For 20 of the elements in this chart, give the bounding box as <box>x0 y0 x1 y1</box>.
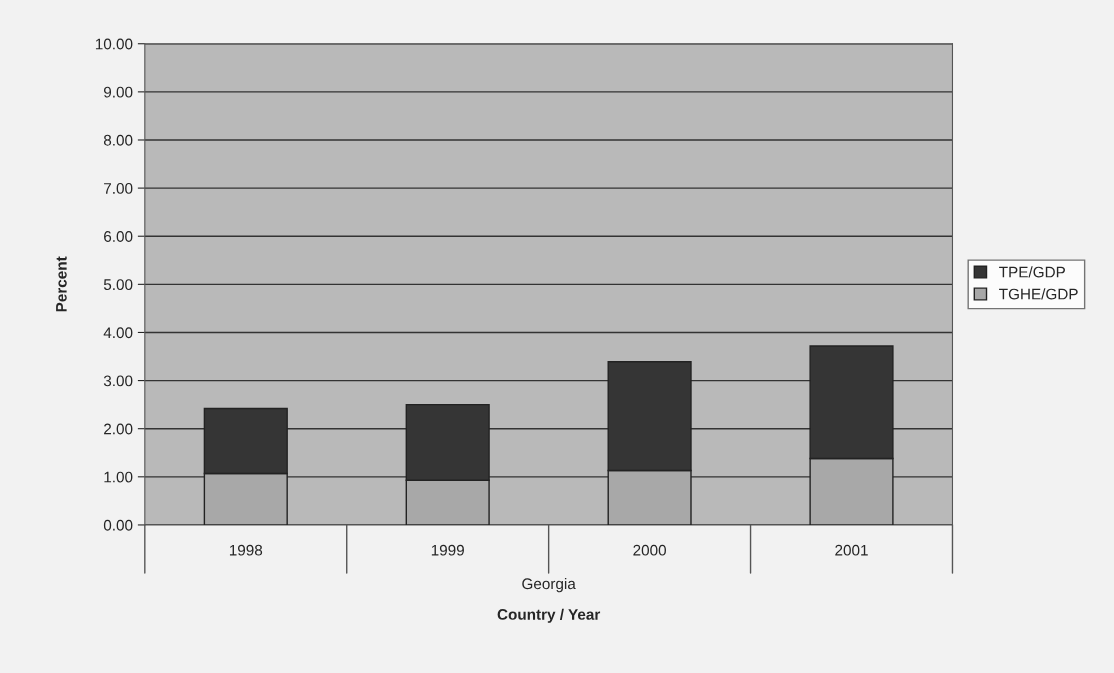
y-tick-label: 8.00 <box>103 134 133 146</box>
y-tick-label: 6.00 <box>104 231 133 242</box>
y-tick-label: 4.00 <box>103 327 133 339</box>
x-tick-label: 2000 <box>633 544 666 556</box>
y-tick-label: 10.00 <box>95 38 133 50</box>
x-tick-label: 1999 <box>431 544 464 556</box>
legend-label: TPE/GDP <box>999 266 1065 278</box>
x-tick-label: 2001 <box>835 544 868 556</box>
x-axis-title: Country / Year <box>497 608 601 623</box>
legend-label: TGHE/GDP <box>999 288 1078 300</box>
y-tick-label: 1.00 <box>104 471 133 483</box>
y-tick-label: 0.00 <box>103 519 133 531</box>
x-tick-label: 1998 <box>229 544 263 556</box>
text: Georgia <box>522 577 576 593</box>
y-tick-label: 9.00 <box>104 86 133 98</box>
y-tick-label: 7.00 <box>104 182 133 194</box>
y-tick-label: 5.00 <box>103 279 133 291</box>
y-tick-label: 3.00 <box>103 375 133 387</box>
y-tick-label: 2.00 <box>104 423 133 435</box>
y-axis-title: Percent <box>56 256 67 312</box>
